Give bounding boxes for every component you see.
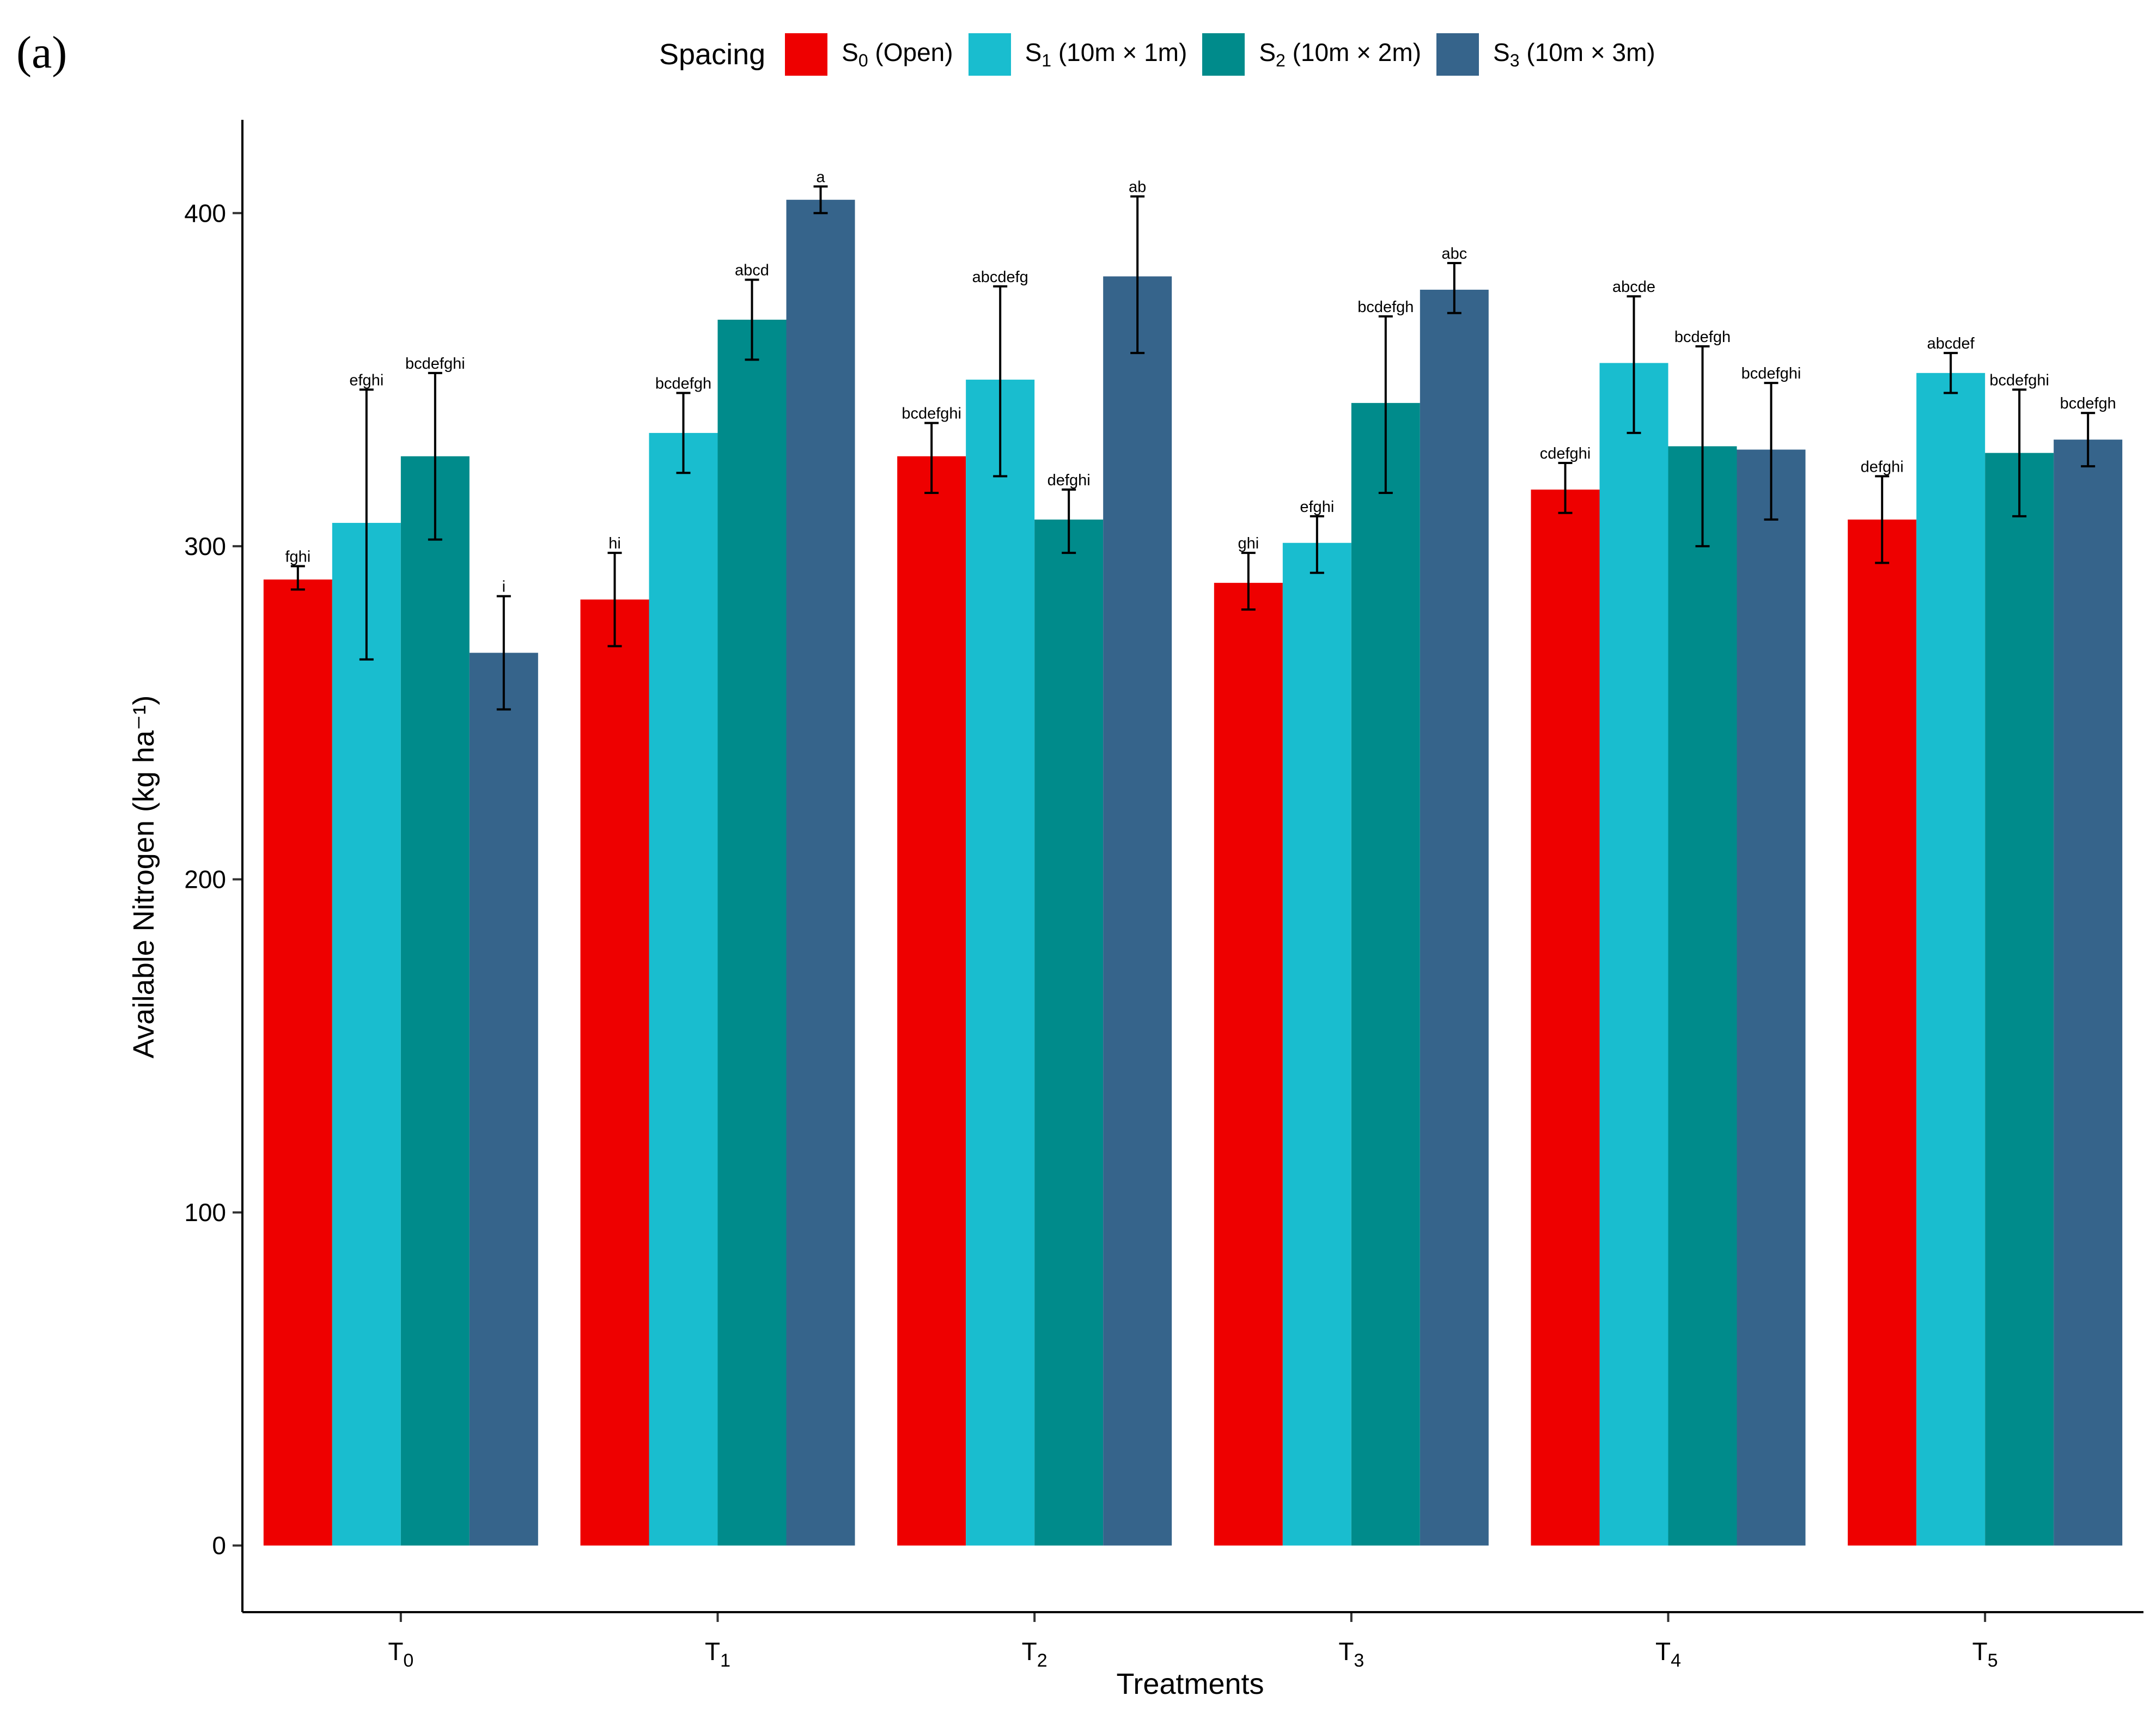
legend-title: Spacing [659, 38, 766, 71]
significance-label: fghi [285, 548, 310, 566]
legend-label-s3: S3 (10m × 3m) [1493, 38, 1655, 71]
bar [1351, 402, 1420, 1546]
bar [263, 580, 332, 1546]
x-tick-label: T2 [1022, 1637, 1047, 1671]
legend-item-s2: S2 (10m × 2m) [1202, 33, 1421, 76]
legend-label-s2: S2 (10m × 2m) [1259, 38, 1422, 71]
bar [897, 456, 966, 1546]
significance-label: ghi [1238, 535, 1259, 552]
legend-swatch-s1 [968, 33, 1011, 76]
bar [649, 432, 718, 1546]
bar [1985, 453, 2054, 1546]
significance-label: defghi [1861, 458, 1904, 475]
significance-label: abcde [1612, 278, 1655, 296]
bar [1282, 542, 1351, 1546]
y-tick-label: 400 [184, 199, 226, 227]
x-axis-title: Treatments [1116, 1668, 1264, 1700]
bar [1668, 446, 1737, 1546]
x-tick-label: T0 [388, 1637, 413, 1671]
significance-label: bcdefghi [1741, 365, 1801, 382]
bar [332, 523, 401, 1546]
bar [1848, 519, 1917, 1546]
panel-label: (a) [16, 27, 68, 78]
bar [1599, 363, 1668, 1546]
legend: Spacing S0 (Open) S1 (10m × 1m) S2 (10m … [659, 30, 1655, 79]
legend-item-s1: S1 (10m × 1m) [968, 33, 1187, 76]
bar [580, 599, 649, 1546]
bar [1214, 583, 1283, 1546]
significance-label: abc [1441, 245, 1467, 263]
bar [1916, 373, 1986, 1546]
significance-label: bcdefghi [405, 355, 465, 373]
bar [2054, 440, 2123, 1546]
significance-label: abcd [735, 262, 769, 279]
significance-label: bcdefghi [902, 405, 961, 423]
bar [469, 652, 538, 1546]
bar [966, 380, 1035, 1546]
x-tick-label: T4 [1655, 1637, 1681, 1671]
significance-label: defghi [1047, 472, 1091, 489]
significance-label: efghi [349, 371, 383, 389]
x-tick-label: T5 [1972, 1637, 1998, 1671]
x-tick-label: T1 [705, 1637, 730, 1671]
y-tick-label: 100 [184, 1198, 226, 1227]
significance-label: abcdef [1927, 335, 1975, 352]
significance-label: abcdefg [972, 269, 1028, 286]
legend-swatch-s3 [1436, 33, 1479, 76]
bar [1737, 449, 1806, 1546]
significance-label: ab [1129, 179, 1146, 196]
y-tick-label: 200 [184, 865, 226, 893]
significance-label: bcdefgh [2060, 395, 2116, 412]
significance-label: cdefghi [1540, 445, 1591, 462]
legend-item-s3: S3 (10m × 3m) [1436, 33, 1655, 76]
y-tick-label: 300 [184, 532, 226, 560]
bar [400, 456, 470, 1546]
significance-label: i [502, 578, 505, 596]
bar [1103, 276, 1172, 1546]
y-tick-label: 0 [212, 1532, 226, 1560]
significance-label: efghi [1300, 498, 1334, 516]
significance-label: hi [608, 535, 621, 552]
legend-swatch-s2 [1202, 33, 1245, 76]
significance-label: a [816, 168, 825, 186]
bar [1531, 489, 1600, 1546]
x-tick-label: T3 [1338, 1637, 1364, 1671]
legend-label-s0: S0 (Open) [842, 38, 953, 71]
significance-label: bcdefghi [1989, 371, 2049, 389]
legend-swatch-s0 [785, 33, 828, 76]
significance-label: bcdefgh [655, 375, 711, 393]
bar [1420, 289, 1489, 1546]
significance-label: bcdefgh [1674, 328, 1731, 346]
y-axis-title: Available Nitrogen (kg ha⁻¹) [127, 696, 160, 1059]
bar [1034, 519, 1104, 1546]
bar [717, 319, 787, 1546]
significance-label: bcdefgh [1357, 298, 1414, 316]
legend-label-s1: S1 (10m × 1m) [1025, 38, 1187, 71]
legend-item-s0: S0 (Open) [785, 33, 953, 76]
bar [786, 199, 855, 1546]
